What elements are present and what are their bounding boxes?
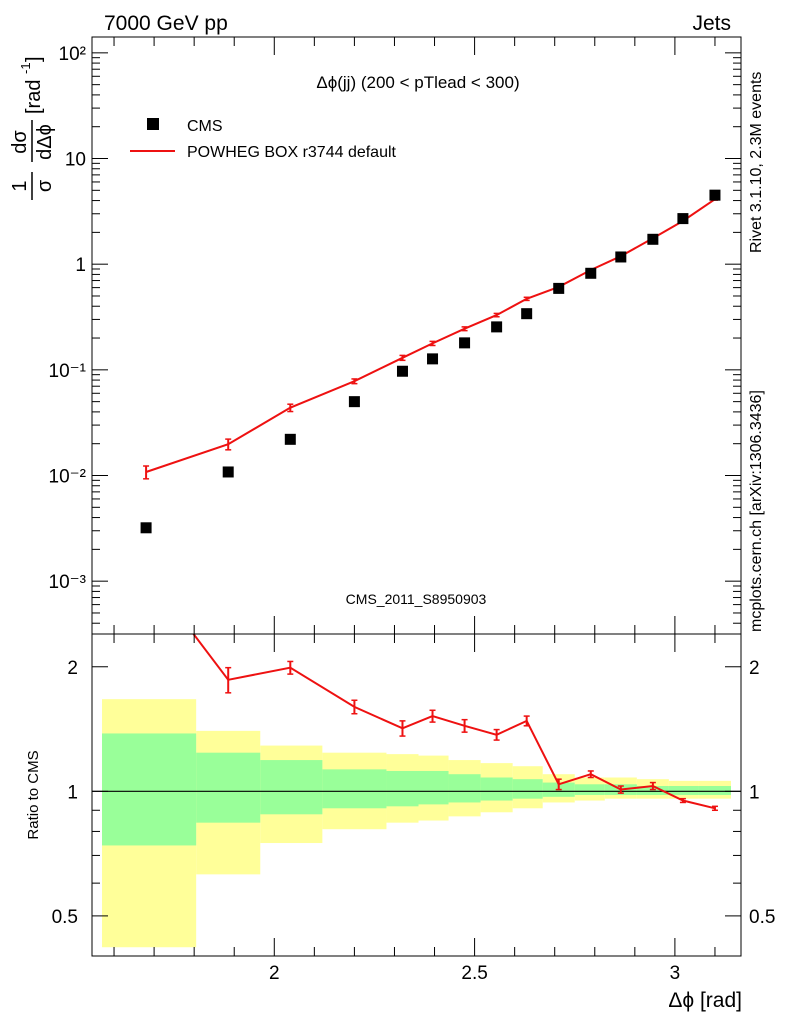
x-axis-label: Δϕ [rad] [668, 989, 742, 1012]
stat-uncertainty-band [418, 770, 449, 805]
stat-uncertainty-band [322, 769, 387, 809]
stat-uncertainty-band [196, 752, 261, 823]
main-ytick-label: 1 [75, 255, 86, 276]
main-y-axis: 10⁻³ 10⁻² 10⁻¹ 1 10 10² [49, 44, 741, 624]
cms-point [709, 189, 721, 201]
cms-point [284, 433, 296, 445]
main-ytick-label: 10⁻¹ [49, 361, 87, 382]
legend: CMS POWHEG BOX r3744 default [130, 118, 397, 161]
cms-point [396, 365, 408, 377]
stat-uncertainty-band [574, 784, 605, 795]
ratio-frame [91, 633, 742, 957]
svg-text:dσ: dσ [9, 130, 31, 154]
stat-uncertainty-band [102, 733, 197, 846]
cms-point [647, 233, 659, 245]
cms-point [348, 396, 360, 408]
main-series-layer [140, 189, 721, 534]
legend-cms-label: CMS [187, 118, 223, 135]
ratio-ytick-label: 2 [67, 658, 78, 679]
legend-cms-marker [147, 118, 159, 130]
ratio-ylabel: Ratio to CMS [25, 750, 42, 839]
cms-point [585, 267, 597, 279]
ratio-ytick-label-right: 0.5 [749, 907, 775, 928]
cms-point [677, 213, 689, 225]
cms-point [427, 353, 439, 365]
cms-point [553, 282, 565, 294]
stat-uncertainty-band [386, 770, 419, 807]
x-axis: 2 2.5 3 [113, 37, 716, 984]
svg-text:]: ] [23, 56, 45, 62]
category-label: Jets [692, 12, 731, 35]
stat-uncertainty-band [668, 786, 699, 795]
ratio-ytick-label: 1 [67, 782, 78, 803]
svg-text:dΔϕ: dΔϕ [34, 124, 56, 160]
svg-text:1: 1 [9, 180, 31, 191]
main-ytick-label: 10⁻² [49, 467, 87, 488]
svg-text:-1: -1 [18, 62, 33, 74]
cms-point [615, 251, 627, 263]
cms-point [140, 522, 152, 534]
x-tick-label: 3 [670, 963, 681, 984]
stat-uncertainty-band [636, 786, 669, 795]
ratio-panel: 0.5 0.51 12 2 2 2.5 3 Ratio to CMS Δϕ [rad] [25, 37, 775, 1012]
stat-uncertainty-band [448, 774, 481, 803]
ratio-bands-layer [92, 699, 741, 948]
cms-point [521, 308, 533, 320]
rivet-label: Rivet 3.1.10, 2.3M events [748, 72, 765, 253]
svg-text:[rad: [rad [23, 80, 45, 114]
stat-uncertainty-band [698, 786, 731, 795]
main-ylabel: 1 σ dσ dΔϕ [rad -1 ] [9, 56, 56, 200]
ratio-ytick-label: 0.5 [52, 907, 78, 928]
analysis-watermark: CMS_2011_S8950903 [346, 591, 487, 607]
cms-point [459, 337, 471, 349]
ratio-ytick-label-right: 2 [749, 658, 760, 679]
legend-mc-label: POWHEG BOX r3744 default [187, 144, 397, 161]
stat-uncertainty-band [480, 777, 513, 801]
svg-text:σ: σ [34, 179, 56, 192]
mc-line [145, 198, 716, 473]
source-label: mcplots.cern.ch [arXiv:1306.3436] [748, 390, 765, 632]
stat-uncertainty-band [512, 779, 543, 799]
cms-point [222, 466, 234, 478]
main-ytick-label: 10⁻³ [49, 572, 87, 593]
ratio-y-axis: 0.5 0.5 1 1 2 2 [52, 658, 775, 957]
cms-point [491, 321, 503, 333]
x-tick-label: 2.5 [461, 963, 487, 984]
chart-title: Δϕ(jj) (200 < pTlead < 300) [316, 73, 519, 92]
x-tick-label: 2 [269, 963, 280, 984]
energy-label: 7000 GeV pp [104, 12, 228, 35]
main-ytick-label: 10² [59, 44, 86, 65]
ratio-series-layer [192, 634, 718, 812]
main-ytick-label: 10 [65, 150, 86, 171]
ratio-ytick-label-right: 1 [749, 782, 760, 803]
stat-uncertainty-band [260, 760, 323, 815]
